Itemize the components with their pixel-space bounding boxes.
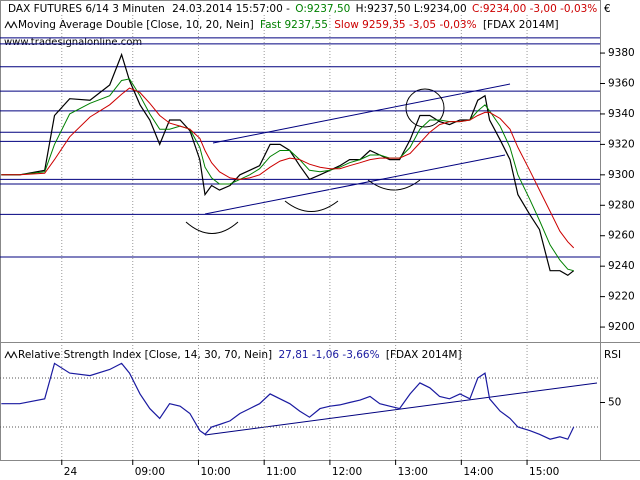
legend-entry: Fast 9237,55	[260, 19, 328, 31]
price-header: DAX FUTURES 6/14 3 Minuten 24.03.2014 15…	[8, 3, 597, 15]
x-tick-label: 10:00	[200, 466, 230, 478]
rsi-header: Relative Strength Index [Close, 14, 30, …	[18, 349, 462, 361]
y-tick-label: 9220	[608, 291, 635, 303]
rsi-icon	[4, 350, 18, 359]
y-tick-label: 9240	[608, 260, 635, 272]
y-tick-label: 9340	[608, 108, 635, 120]
y-tick-label: 9320	[608, 138, 635, 150]
rsi-title: Relative Strength Index [Close, 14, 30, …	[18, 349, 272, 361]
y-tick-label: 9200	[608, 321, 635, 333]
series-line	[1, 87, 575, 249]
circle	[405, 88, 445, 128]
ma-icon	[4, 20, 18, 29]
series-line	[1, 52, 575, 277]
y-tick-label: 50	[608, 397, 621, 409]
header-part: C:9234,00 -3,00 -0,03%	[472, 3, 597, 15]
legend-entry: 27,81 -1,06 -3,66%	[279, 349, 380, 361]
series-line	[1, 78, 574, 272]
currency: €	[604, 3, 611, 15]
x-tick-label: 24	[64, 466, 78, 478]
watermark: www.tradesignalonline.com	[4, 37, 142, 48]
header-part: H:9237,50 L:9234,00	[356, 3, 467, 15]
trend-line	[212, 83, 511, 144]
header-part: DAX FUTURES 6/14 3 Minuten	[8, 3, 165, 15]
x-tick-label: 13:00	[398, 466, 428, 478]
y-tick-label: 9360	[608, 78, 635, 90]
x-tick-label: 11:00	[266, 466, 296, 478]
y-tick-label: 9260	[608, 230, 635, 242]
ma-header: Moving Average Double [Close, 10, 20, Ne…	[18, 19, 559, 31]
x-tick-label: 14:00	[463, 466, 493, 478]
y-tick-label: 9280	[608, 199, 635, 211]
arc	[185, 221, 239, 234]
indicator-title: Moving Average Double [Close, 10, 20, Ne…	[18, 19, 254, 31]
instrument: [FDAX 2014M]	[483, 19, 559, 31]
axis-label: RSI	[604, 349, 621, 361]
rsi-trend-line	[204, 382, 598, 436]
y-tick-label: 9380	[608, 47, 635, 59]
x-tick-label: 12:00	[332, 466, 362, 478]
plot-frame	[0, 0, 601, 461]
x-tick-label: 15:00	[529, 466, 559, 478]
arc	[367, 179, 421, 191]
header-part: O:9237,50	[295, 3, 350, 15]
instrument: [FDAX 2014M]	[386, 349, 462, 361]
x-tick-label: 09:00	[135, 466, 165, 478]
series-line	[1, 362, 575, 440]
y-tick-label: 9300	[608, 169, 635, 181]
legend-entry: Slow 9259,35 -3,05 -0,03%	[334, 19, 476, 31]
trend-line	[204, 154, 506, 215]
header-part: 24.03.2014 15:57:00 -	[172, 3, 290, 15]
arc	[284, 200, 339, 212]
annotations	[185, 83, 598, 436]
